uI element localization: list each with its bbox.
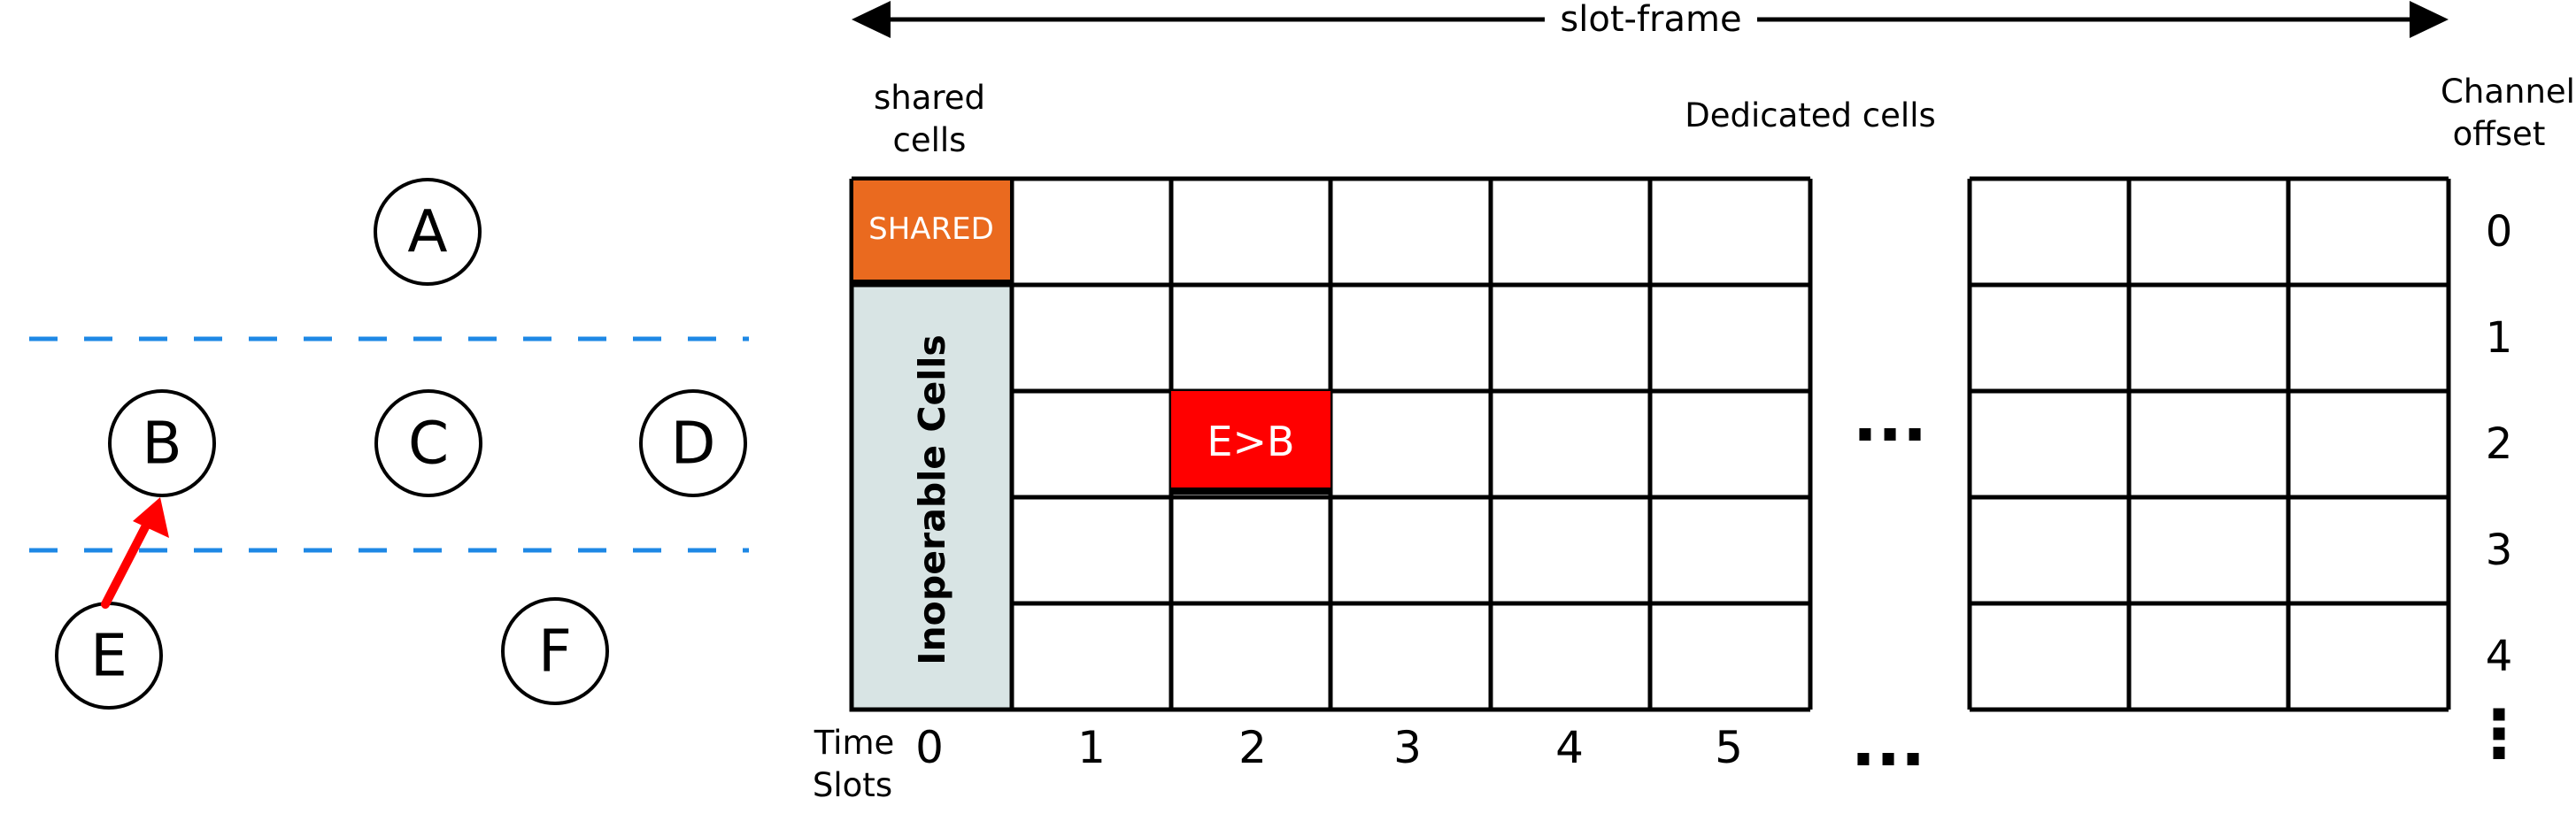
time-slot-5: 5: [1715, 722, 1743, 773]
shared-cells-label-line1: shared: [874, 79, 985, 117]
node-a: A: [374, 178, 482, 286]
link-arrow-e-to-b: [101, 497, 169, 609]
inoperable-cells: [849, 282, 1014, 712]
channel-offset-1: 1: [2486, 313, 2513, 363]
channel-offset-0: 0: [2486, 207, 2513, 257]
channel-offset-label-line2: offset: [2453, 115, 2546, 153]
time-slots-label-line1: Time: [814, 724, 895, 762]
time-slots-label-line2: Slots: [813, 766, 892, 804]
node-d: D: [639, 389, 747, 497]
time-slot-3: 3: [1393, 722, 1422, 773]
time-slot-4: 4: [1555, 722, 1584, 773]
shared-cell: SHARED: [852, 180, 1012, 287]
shared-cell-label: SHARED: [868, 211, 994, 247]
node-f-label: F: [538, 618, 572, 686]
node-b: B: [108, 389, 216, 497]
node-b-label: B: [142, 410, 181, 478]
time-slots-ellipsis: ...: [1851, 705, 1925, 781]
inoperable-cells-label: Inoperable Cells: [911, 334, 953, 665]
schedule: slot-frame shared cells Dedicated cells …: [813, 0, 2575, 804]
schedule-grid: [849, 176, 2451, 712]
dedicated-cells-label: Dedicated cells: [1685, 96, 1936, 134]
time-slot-labels: 0 1 2 3 4 5: [915, 722, 1743, 773]
channel-offset-2: 2: [2486, 419, 2513, 469]
arrowhead-right: [2410, 1, 2449, 38]
node-f: F: [501, 597, 609, 705]
node-e: E: [55, 602, 163, 710]
channel-offset-3: 3: [2486, 526, 2513, 575]
shared-cells-label-line2: cells: [893, 121, 967, 159]
time-slot-2: 2: [1238, 722, 1267, 773]
allocated-cell-e-to-b: E>B: [1171, 391, 1330, 495]
grid-ellipsis: ...: [1853, 380, 1927, 457]
slotframe-arrow: slot-frame: [852, 0, 2449, 40]
channel-offset-4: 4: [2486, 632, 2513, 681]
slotframe-label: slot-frame: [1560, 0, 1741, 40]
time-slot-1: 1: [1077, 722, 1106, 773]
allocated-cell-label: E>B: [1207, 418, 1294, 465]
channel-offset-label-line1: Channel: [2441, 73, 2575, 111]
node-c: C: [374, 389, 482, 497]
node-a-label: A: [407, 198, 447, 266]
channel-offset-labels: 0 1 2 3 4: [2486, 207, 2513, 681]
node-d-label: D: [671, 410, 716, 478]
node-e-label: E: [90, 622, 127, 690]
topology: A B C D E F: [29, 178, 749, 710]
channel-ellipsis: ⋮: [2466, 696, 2532, 772]
arrowhead-left: [852, 1, 891, 38]
node-c-label: C: [408, 410, 449, 478]
time-slot-0: 0: [915, 722, 944, 773]
